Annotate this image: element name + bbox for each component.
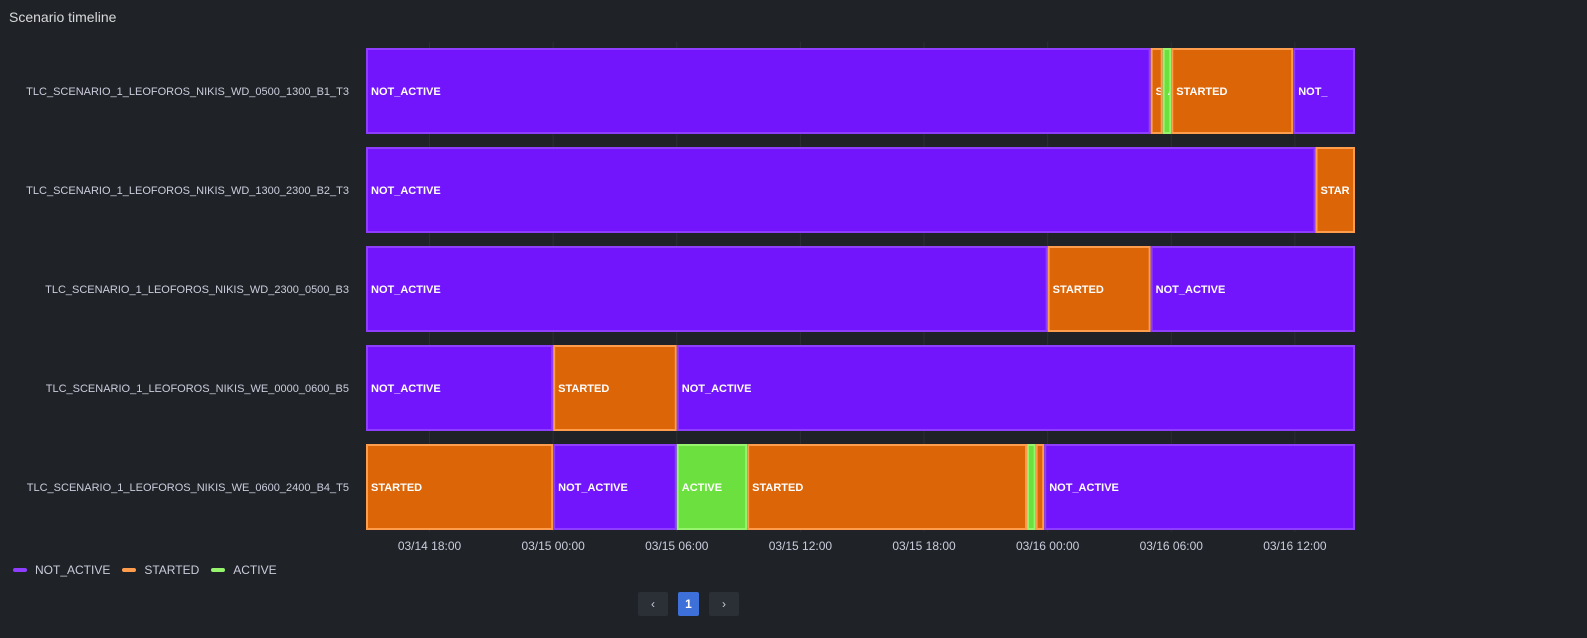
state-segment[interactable] (747, 444, 1028, 530)
segment-label: STARTED (558, 383, 609, 395)
legend-item[interactable]: NOT_ACTIVE (13, 563, 110, 577)
state-segment[interactable] (1315, 147, 1355, 233)
legend-swatch (211, 568, 226, 572)
segment-label: STARTED (371, 482, 422, 494)
segment-label: NOT_ACTIVE (682, 383, 752, 395)
timeline-row: TLC_SCENARIO_1_LEOFOROS_NIKIS_WD_2300_05… (45, 246, 1355, 332)
timeline-row: TLC_SCENARIO_1_LEOFOROS_NIKIS_WE_0000_06… (46, 345, 1355, 431)
state-segment[interactable] (366, 345, 554, 431)
legend-item[interactable]: STARTED (122, 563, 199, 577)
segment-label: NOT_ACTIVE (371, 284, 441, 296)
row-label: TLC_SCENARIO_1_LEOFOROS_NIKIS_WD_0500_13… (26, 86, 349, 98)
x-tick-label: 03/15 18:00 (892, 539, 956, 553)
segment-label: NOT_ACTIVE (371, 185, 441, 197)
state-segment[interactable] (1171, 48, 1294, 134)
state-segment[interactable] (1150, 48, 1163, 134)
state-segment[interactable] (676, 345, 1355, 431)
state-segment[interactable] (553, 345, 677, 431)
timeline-row: TLC_SCENARIO_1_LEOFOROS_NIKIS_WD_1300_23… (26, 147, 1355, 233)
chevron-right-icon[interactable]: › (709, 592, 739, 616)
state-segment[interactable] (1047, 246, 1151, 332)
segment-label: STARTED (1176, 86, 1227, 98)
state-segment[interactable] (366, 147, 1316, 233)
state-timeline-chart: TLC_SCENARIO_1_LEOFOROS_NIKIS_WD_0500_13… (26, 42, 1355, 553)
segment-label: NOT_ACTIVE (371, 86, 441, 98)
pagination: ‹ 1 › (638, 592, 739, 616)
x-tick-label: 03/15 00:00 (521, 539, 585, 553)
legend: NOT_ACTIVE STARTED ACTIVE (13, 563, 277, 577)
state-segment[interactable] (1035, 444, 1045, 530)
state-segment[interactable] (676, 444, 748, 530)
segment-label: AC (1168, 86, 1184, 98)
legend-swatch (13, 568, 27, 572)
x-tick-label: 03/14 18:00 (398, 539, 462, 553)
segment-label: NOT_ACTIVE (1049, 482, 1119, 494)
row-label: TLC_SCENARIO_1_LEOFOROS_NIKIS_WE_0000_06… (46, 383, 349, 395)
x-tick-label: 03/15 06:00 (645, 539, 709, 553)
segment-label: STARTED (1053, 284, 1104, 296)
state-segment[interactable] (1044, 444, 1355, 530)
x-tick-label: 03/15 12:00 (769, 539, 833, 553)
timeline-row: TLC_SCENARIO_1_LEOFOROS_NIKIS_WE_0600_24… (27, 444, 1355, 530)
segment-label: NOT_ (1298, 86, 1328, 98)
legend-label: ACTIVE (233, 563, 277, 577)
legend-label: STARTED (144, 563, 200, 577)
segment-label: NOT_ACTIVE (1156, 284, 1226, 296)
row-label: TLC_SCENARIO_1_LEOFOROS_NIKIS_WE_0600_24… (27, 482, 349, 494)
page-button-current[interactable]: 1 (678, 592, 699, 616)
segment-label: STAR (1321, 185, 1350, 197)
segment-label: ACTIVE (682, 482, 722, 494)
state-segment[interactable] (553, 444, 677, 530)
legend-swatch (122, 568, 137, 572)
chevron-left-icon[interactable]: ‹ (638, 592, 668, 616)
panel-title: Scenario timeline (9, 9, 117, 25)
row-label: TLC_SCENARIO_1_LEOFOROS_NIKIS_WD_1300_23… (26, 185, 349, 197)
x-tick-label: 03/16 00:00 (1016, 539, 1080, 553)
state-segment[interactable] (1162, 48, 1172, 134)
state-segment[interactable] (1027, 444, 1036, 530)
state-segment[interactable] (366, 444, 554, 530)
state-segment[interactable] (1150, 246, 1355, 332)
row-label: TLC_SCENARIO_1_LEOFOROS_NIKIS_WD_2300_05… (45, 284, 349, 296)
state-segment[interactable] (366, 246, 1048, 332)
x-tick-label: 03/16 06:00 (1140, 539, 1204, 553)
legend-item[interactable]: ACTIVE (211, 563, 277, 577)
legend-label: NOT_ACTIVE (35, 563, 111, 577)
state-segment[interactable] (366, 48, 1151, 134)
x-tick-label: 03/16 12:00 (1263, 539, 1327, 553)
timeline-row: TLC_SCENARIO_1_LEOFOROS_NIKIS_WD_0500_13… (26, 48, 1355, 134)
state-segment[interactable] (1293, 48, 1355, 134)
segment-label: ST (1156, 86, 1170, 98)
segment-label: STARTED (752, 482, 803, 494)
segment-label: NOT_ACTIVE (371, 383, 441, 395)
segment-label: NOT_ACTIVE (558, 482, 628, 494)
